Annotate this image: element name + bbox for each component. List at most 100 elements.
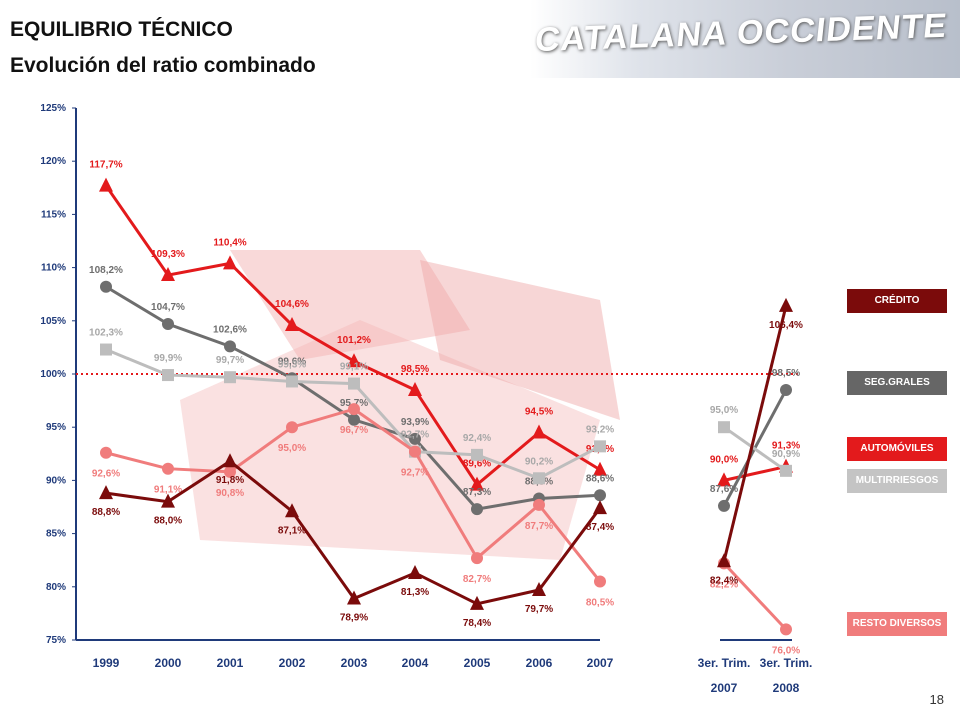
data-label: 94,5% <box>525 407 553 418</box>
x-tick-label: 1999 <box>93 656 120 670</box>
data-label: 102,3% <box>89 328 123 339</box>
data-point <box>162 462 174 475</box>
legend-seg-grales: SEG.GRALES <box>847 371 947 395</box>
background-shape <box>420 260 620 420</box>
header: CATALANA OCCIDENTE EQUILIBRIO TÉCNICO Ev… <box>0 0 960 78</box>
data-label: 99,3% <box>278 359 306 370</box>
data-label: 109,3% <box>151 249 185 260</box>
y-tick-label: 90% <box>46 475 66 486</box>
data-label: 92,4% <box>463 433 491 444</box>
y-tick-label: 120% <box>40 156 66 167</box>
data-point <box>224 465 236 478</box>
data-label: 88,6% <box>586 473 614 484</box>
x-tick-label: 2002 <box>279 656 306 670</box>
data-label: 104,7% <box>151 302 185 313</box>
data-label: 78,4% <box>463 618 491 629</box>
data-point <box>780 623 792 636</box>
data-label: 87,3% <box>463 487 491 498</box>
data-label: 98,5% <box>772 368 800 379</box>
x-tick-label: 2007 <box>587 656 614 670</box>
data-label: 87,4% <box>586 522 614 533</box>
data-label: 90,9% <box>772 449 800 460</box>
x-tick-label: 2004 <box>402 656 429 670</box>
data-label: 99,6% <box>278 356 306 367</box>
data-point <box>779 297 793 312</box>
data-point <box>471 552 483 565</box>
data-label: 99,9% <box>154 353 182 364</box>
page-number: 18 <box>929 692 944 707</box>
data-label: 96,7% <box>340 425 368 436</box>
data-point <box>161 267 175 282</box>
data-point <box>594 575 606 588</box>
data-point <box>718 421 730 434</box>
data-label: 106,4% <box>769 320 803 331</box>
data-point <box>471 503 483 516</box>
data-label: 91,1% <box>154 485 182 496</box>
data-label: 90,2% <box>525 456 553 467</box>
series-line <box>723 425 787 473</box>
data-point <box>100 446 112 459</box>
data-label: 108,2% <box>89 265 123 276</box>
data-point <box>780 464 792 477</box>
data-point <box>99 177 113 192</box>
data-label: 82,7% <box>463 574 491 585</box>
x-tick-label: 3er. Trim. <box>698 656 751 670</box>
data-label: 101,2% <box>337 335 371 346</box>
x-tick-label: 2005 <box>464 656 491 670</box>
y-tick-label: 95% <box>46 422 66 433</box>
data-label: 80,5% <box>586 597 614 608</box>
data-point <box>408 564 422 579</box>
data-label: 88,8% <box>92 507 120 518</box>
data-point <box>780 383 792 396</box>
data-label: 95,0% <box>278 443 306 454</box>
data-point <box>593 461 607 476</box>
y-tick-label: 110% <box>41 263 66 274</box>
legend-credito: CRÉDITO <box>847 289 947 313</box>
x-tick-label: 3er. Trim. <box>760 656 813 670</box>
data-label: 82,4% <box>710 575 738 586</box>
data-point <box>99 485 113 500</box>
data-point <box>532 424 546 439</box>
x-tick-label: 2001 <box>217 656 244 670</box>
legend-resto-diversos: RESTO DIVERSOS <box>847 612 947 636</box>
data-label: 91,8% <box>216 475 244 486</box>
data-point <box>594 440 606 453</box>
x-tick-label: 2000 <box>155 656 182 670</box>
data-point <box>100 343 112 356</box>
data-point <box>718 499 730 512</box>
data-label: 95,0% <box>710 405 738 416</box>
data-label: 99,1% <box>340 362 368 373</box>
data-point <box>594 489 606 502</box>
y-tick-label: 115% <box>41 209 66 220</box>
data-point <box>348 413 360 426</box>
data-point <box>533 472 545 485</box>
data-label: 93,2% <box>586 424 614 435</box>
data-label: 117,7% <box>89 160 122 171</box>
legend-multirriesgos: MULTIRRIESGOS <box>847 469 947 493</box>
y-tick-label: 75% <box>46 635 66 646</box>
header-banner-image: CATALANA OCCIDENTE <box>530 0 960 78</box>
data-label: 89,6% <box>463 459 491 470</box>
data-point <box>409 445 421 458</box>
y-tick-label: 80% <box>46 582 66 593</box>
data-label: 90,0% <box>710 454 738 465</box>
data-point <box>470 476 484 491</box>
data-point <box>224 340 236 353</box>
series-line <box>723 465 787 482</box>
data-label: 110,4% <box>213 237 246 248</box>
data-point <box>286 375 298 388</box>
data-label: 82,2% <box>710 579 738 590</box>
data-point <box>223 453 237 468</box>
data-point <box>347 353 361 368</box>
data-label: 92,7% <box>401 430 429 441</box>
data-label: 87,1% <box>278 525 306 536</box>
legend-automoviles: AUTOMÓVILES <box>847 437 947 461</box>
data-label: 76,0% <box>772 645 800 656</box>
data-label: 102,6% <box>213 324 247 335</box>
y-tick-label: 85% <box>46 529 66 540</box>
y-tick-label: 105% <box>40 316 66 327</box>
data-label: 87,6% <box>710 484 738 495</box>
data-point <box>162 317 174 330</box>
data-label: 90,8% <box>216 488 244 499</box>
